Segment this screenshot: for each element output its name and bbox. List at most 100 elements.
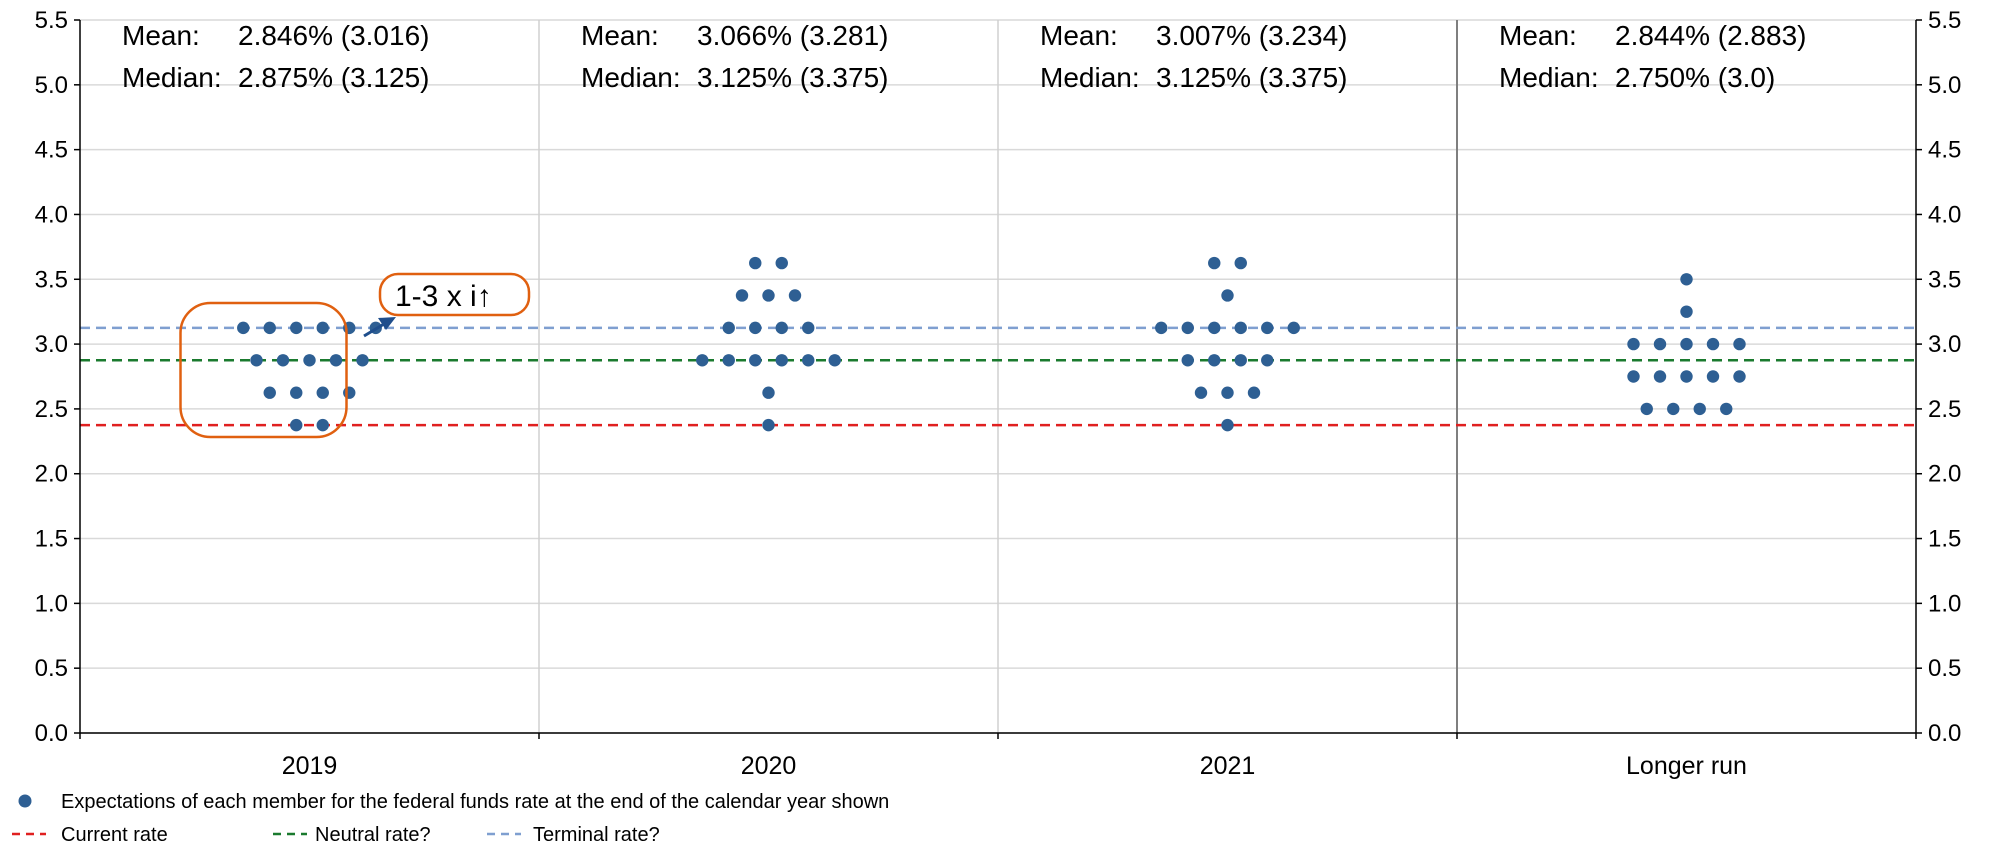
annotation-label: 1-3 x i↑ — [395, 280, 492, 313]
data-dot — [802, 354, 815, 367]
data-dot — [263, 321, 276, 335]
y-tick-label-left: 1.5 — [35, 526, 68, 553]
data-dot — [762, 418, 775, 432]
y-tick-label-left: 4.5 — [35, 137, 68, 164]
data-dot — [250, 354, 263, 367]
data-dot — [290, 386, 303, 399]
data-dot — [762, 289, 775, 302]
data-dot — [1706, 370, 1720, 383]
median-value: 2.875% (3.125) — [238, 62, 429, 93]
legend-current-rate-label: Current rate — [61, 824, 168, 844]
legend-terminal-rate-label: Terminal rate? — [533, 824, 660, 844]
data-dot — [1221, 418, 1234, 432]
annotation-label-box — [378, 272, 531, 317]
data-dot — [1234, 256, 1247, 270]
x-category-label: Longer run — [1626, 752, 1747, 780]
data-dot — [316, 321, 329, 335]
data-dot — [1680, 337, 1693, 351]
data-dot — [1155, 321, 1168, 335]
data-dot — [1680, 273, 1693, 286]
data-dot — [1640, 402, 1653, 416]
y-tick-label-left: 4.0 — [35, 201, 68, 228]
data-dot — [1653, 337, 1667, 351]
data-dot — [1208, 321, 1221, 335]
y-tick-label-right: 3.0 — [1928, 331, 1961, 358]
data-dot — [1221, 386, 1234, 399]
y-tick-label-right: 4.0 — [1928, 201, 1961, 228]
median-label: Median: — [581, 62, 681, 93]
median-value: 3.125% (3.375) — [697, 62, 888, 93]
data-dot — [237, 321, 250, 335]
data-dot — [802, 321, 815, 335]
median-label: Median: — [1499, 62, 1599, 93]
data-dot — [1287, 321, 1300, 335]
median-label: Median: — [122, 62, 222, 93]
x-category-labels: 2019 2020 2021 Longer run — [282, 752, 1747, 780]
data-dot — [1693, 402, 1706, 416]
data-dot — [290, 321, 303, 335]
y-tick-label-right: 5.0 — [1928, 72, 1961, 99]
y-tick-label-left: 0.5 — [35, 655, 68, 682]
median-value: 3.125% (3.375) — [1156, 62, 1347, 93]
y-tick-label-right: 0.5 — [1928, 655, 1961, 682]
panel-separators — [538, 20, 1458, 733]
data-dot — [749, 321, 762, 335]
mean-label: Mean: — [1499, 20, 1577, 51]
data-dot — [329, 354, 343, 367]
legend-dot-icon — [18, 794, 32, 808]
data-dot — [1680, 305, 1693, 318]
data-dot — [1181, 354, 1194, 367]
data-dot — [276, 354, 290, 367]
data-dot — [1733, 370, 1746, 383]
mean-label: Mean: — [1040, 20, 1118, 51]
y-tick-label-left: 3.5 — [35, 266, 68, 293]
data-dot — [1261, 321, 1274, 335]
data-dot — [762, 386, 775, 399]
y-tick-label-right: 0.0 — [1928, 720, 1961, 747]
mean-label: Mean: — [122, 20, 200, 51]
y-tick-label-right: 2.5 — [1928, 396, 1961, 423]
data-dot — [775, 354, 788, 367]
x-category-label: 2020 — [741, 752, 797, 780]
data-dot — [1720, 402, 1733, 416]
y-tick-label-left: 2.5 — [35, 396, 68, 423]
mean-value: 3.007% (3.234) — [1156, 20, 1347, 51]
data-dot — [1706, 337, 1720, 351]
data-dot — [735, 289, 749, 302]
data-dot — [316, 386, 329, 399]
annotation-arrowhead-icon — [378, 317, 396, 330]
x-category-label: 2021 — [1200, 752, 1256, 780]
y-tick-label-right: 5.5 — [1928, 7, 1961, 34]
y-tick-label-left: 0.0 — [35, 720, 68, 747]
data-dot — [303, 354, 316, 367]
data-dot — [1234, 321, 1247, 335]
data-dot — [343, 386, 356, 399]
data-dot — [1181, 321, 1194, 335]
annotation-arrow-icon — [363, 322, 385, 338]
data-dot — [1627, 370, 1640, 383]
legend: Expectations of each member for the fede… — [12, 791, 889, 844]
data-dot — [356, 354, 369, 367]
data-dot — [1234, 354, 1247, 367]
y-tick-labels: 0.0 0.0 0.5 0.5 1.0 1.0 1.5 1.5 2.0 2.0 2.5 2.5 3.0 3… — [35, 7, 1962, 747]
y-tick-label-left: 2.0 — [35, 461, 68, 488]
data-dot — [722, 354, 735, 367]
legend-dot-label: Expectations of each member for the fede… — [61, 791, 889, 813]
data-dot — [722, 321, 735, 335]
data-dot — [1733, 337, 1746, 351]
median-value: 2.750% (3.0) — [1615, 62, 1775, 93]
mean-value: 2.844% (2.883) — [1615, 20, 1806, 51]
dots — [237, 256, 1746, 432]
group-statistics: Mean: 2.846% (3.016) Median: 2.875% (3.125)… — [122, 20, 1806, 93]
y-tick-label-right: 1.0 — [1928, 590, 1961, 617]
data-dot — [1653, 370, 1667, 383]
y-tick-label-right: 4.5 — [1928, 137, 1961, 164]
data-dot — [775, 321, 788, 335]
highlight-box-2019 — [179, 301, 348, 439]
data-dot — [316, 418, 329, 432]
y-tick-label-left: 5.0 — [35, 72, 68, 99]
data-dot — [828, 354, 841, 367]
data-dot — [263, 386, 276, 399]
data-dot — [1667, 402, 1680, 416]
data-dot — [788, 289, 802, 302]
